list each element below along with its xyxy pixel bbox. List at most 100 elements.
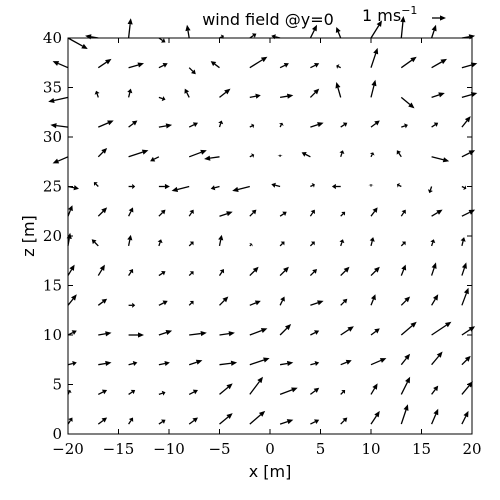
quiver-key-label: 1 ms−1 <box>362 4 417 25</box>
wind-vector <box>340 359 352 366</box>
wind-vector <box>218 120 224 128</box>
wind-vector <box>271 182 281 188</box>
wind-vector <box>210 185 220 191</box>
wind-vector <box>339 239 345 247</box>
wind-vector <box>370 207 378 217</box>
wind-vector <box>128 149 149 158</box>
wind-vector <box>158 183 170 190</box>
quiver-key-unit: 1 ms <box>362 6 401 25</box>
wind-vector <box>66 232 72 247</box>
wind-vector <box>400 209 406 217</box>
wind-vector <box>309 241 315 247</box>
wind-vector <box>431 58 447 69</box>
wind-vector <box>370 120 380 128</box>
wind-vector <box>158 96 166 102</box>
wind-vector <box>461 34 476 40</box>
wind-vector <box>339 150 345 158</box>
wind-vector <box>301 152 311 158</box>
wind-vector <box>279 360 294 367</box>
wind-vector <box>67 205 73 217</box>
wind-vector <box>50 123 69 129</box>
wind-vector <box>127 88 133 98</box>
wind-vector <box>67 330 77 336</box>
wind-vector <box>158 390 166 396</box>
wind-vector <box>127 234 133 247</box>
wind-vector <box>93 182 99 187</box>
wind-vector <box>431 351 443 366</box>
y-tick-label: 35 <box>43 79 62 97</box>
wind-vector <box>430 24 437 39</box>
x-tick-label: −10 <box>153 440 185 458</box>
wind-vector <box>97 58 112 69</box>
quiver-key-arrow <box>432 15 446 21</box>
wind-vector <box>158 419 166 425</box>
wind-vector <box>150 156 160 162</box>
wind-vector <box>427 186 433 194</box>
wind-vector <box>431 294 439 306</box>
wind-vector <box>279 211 287 217</box>
wind-vector <box>249 328 268 336</box>
wind-vector <box>249 300 261 306</box>
wind-vector <box>335 27 342 39</box>
wind-vector <box>249 93 261 99</box>
wind-vector <box>370 358 387 366</box>
wind-vector <box>158 37 166 43</box>
wind-vector <box>461 209 476 217</box>
wind-vector <box>97 264 105 276</box>
wind-vector <box>277 154 283 157</box>
wind-vector <box>158 300 168 306</box>
wind-vector <box>188 241 194 247</box>
wind-vector <box>67 185 79 191</box>
wind-vector <box>309 88 320 98</box>
wind-vector <box>128 207 134 217</box>
wind-vector <box>431 408 439 425</box>
wind-vector <box>370 79 377 98</box>
wind-vector <box>249 123 255 129</box>
wind-vector <box>98 389 108 395</box>
y-tick-label: 15 <box>43 277 62 295</box>
wind-vector <box>340 211 346 217</box>
wind-vector <box>368 184 374 187</box>
wind-vector <box>98 331 112 337</box>
wind-vector <box>400 353 411 366</box>
wind-vector <box>310 360 320 367</box>
wind-vector <box>370 383 378 395</box>
wind-vector <box>188 271 194 277</box>
wind-vector <box>185 24 191 39</box>
wind-vector <box>128 360 138 367</box>
wind-vector <box>461 92 478 99</box>
wind-vector <box>249 376 263 395</box>
wind-vector <box>98 120 114 128</box>
wind-vector <box>370 294 376 306</box>
wind-vector <box>370 410 380 425</box>
wind-vector <box>67 37 88 49</box>
y-tick-label: 0 <box>52 425 62 443</box>
wind-vector <box>249 242 253 247</box>
wind-vector <box>369 152 375 158</box>
wind-vector <box>249 33 257 39</box>
wind-vector <box>279 296 285 306</box>
wind-vector <box>249 410 266 425</box>
wind-vector <box>340 122 348 128</box>
wind-vector <box>400 404 409 425</box>
wind-vector <box>431 385 439 395</box>
wind-vector <box>219 88 231 98</box>
wind-vector <box>210 61 220 69</box>
wind-vector <box>431 92 445 99</box>
wind-vector <box>52 61 69 69</box>
wind-vector <box>279 62 289 69</box>
chart-title: wind field @y=0 <box>202 10 334 29</box>
wind-vector <box>370 328 380 336</box>
wind-vector <box>310 62 320 69</box>
wind-vector <box>430 239 436 247</box>
wind-vector <box>461 326 476 336</box>
wind-vector <box>340 298 348 306</box>
wind-vector <box>461 355 471 366</box>
wind-vector <box>91 239 99 247</box>
x-tick-label: −20 <box>52 440 84 458</box>
wind-vector <box>219 383 233 395</box>
wind-vector <box>249 153 255 158</box>
wind-vector <box>127 18 133 39</box>
y-tick-label: 25 <box>43 178 62 196</box>
